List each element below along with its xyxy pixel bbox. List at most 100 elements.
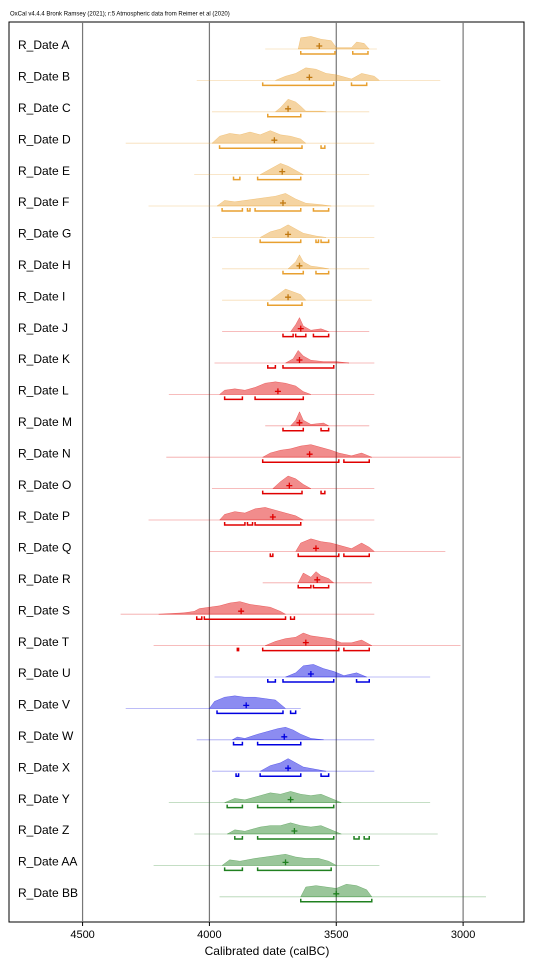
row-label: R_Date F [18,195,69,209]
mean-marker [286,482,293,489]
hpd-range [223,396,244,401]
hpd-range [297,553,340,558]
hpd-range [353,836,360,840]
hpd-range [267,113,302,118]
hpd-range [343,553,370,558]
probability-density [274,98,327,113]
hpd-range [256,867,332,872]
mean-marker [296,357,303,363]
probability-density [272,475,312,489]
hpd-range [315,270,330,275]
hpd-range [320,773,330,777]
mean-marker [285,105,292,112]
hpd-range [267,365,277,369]
mean-marker [307,671,314,677]
hpd-range [289,710,297,715]
hpd-range [226,804,244,809]
probability-density [221,853,337,866]
x-tick-label: 4500 [70,929,94,941]
row-label: R_Date A [18,38,69,52]
hpd-range [267,302,303,306]
hpd-range [363,836,370,840]
hpd-range [297,584,312,589]
probability-density [285,349,350,364]
hpd-range [254,522,302,526]
mean-marker [285,231,292,238]
hpd-range [320,427,330,432]
probability-density [218,381,311,395]
row-label: R_Date AA [18,855,77,869]
hpd-range [259,773,302,777]
row-label: R_Date S [18,603,70,617]
mean-marker [281,733,288,740]
hpd-range [299,898,373,903]
hpd-range [282,679,335,683]
hpd-range [235,773,240,777]
mean-marker [306,451,313,458]
mean-marker [243,702,250,709]
probability-density [216,193,332,207]
row-label: R_Date R [18,572,71,586]
mean-marker [271,137,278,144]
hpd-range [352,51,369,55]
row-label: R_Date BB [18,886,78,900]
x-tick-label: 4000 [197,929,221,941]
hpd-range [267,679,277,683]
probability-density [297,36,370,50]
row-label: R_Date E [18,164,70,178]
hpd-range [261,82,335,87]
mean-marker [287,796,294,803]
probability-density [287,254,329,270]
chart-title: OxCal v4.4.4 Bronk Ramsey (2021); r:5 At… [10,12,230,18]
hpd-range [261,490,303,495]
hpd-range [289,616,296,620]
hpd-range [259,239,302,244]
probability-density [259,758,327,772]
mean-marker [269,514,276,520]
mean-marker [285,294,292,301]
row-label: R_Date D [18,132,71,146]
hpd-range [355,679,370,683]
hpd-range [223,522,246,526]
hpd-range [195,616,203,620]
hpd-range [312,208,330,212]
probability-density [262,444,372,458]
mean-marker [285,765,292,772]
hpd-range [221,208,244,212]
x-tick-label: 3500 [324,929,348,941]
row-label: R_Date J [18,321,68,335]
hpd-range [232,176,241,181]
row-label: R_Date C [18,101,71,115]
hpd-range [282,427,305,432]
hpd-range [312,333,330,338]
mean-marker [279,168,286,175]
hpd-range [246,208,251,212]
row-label: R_Date T [18,635,70,649]
probability-density [208,695,287,709]
row-label: R_Date H [18,258,71,272]
row-label: R_Date I [18,289,65,303]
probability-density [295,538,375,552]
hpd-range [234,836,244,840]
hpd-range [320,239,330,244]
hpd-range [312,584,330,589]
mean-marker [238,608,245,615]
probability-density [290,411,329,427]
hpd-range [282,270,305,275]
probability-density [259,224,327,238]
hpd-range [254,396,305,401]
probability-density [265,632,372,646]
mean-marker [282,859,289,866]
hpd-range [343,459,370,463]
hpd-range [254,208,302,212]
x-axis-label: Calibrated date (calBC) [205,944,330,958]
hpd-range [261,647,340,652]
probability-density [285,664,367,678]
hpd-range [203,616,287,620]
hpd-range [269,553,274,558]
hpd-range [320,490,326,495]
row-label: R_Date L [18,384,69,398]
mean-marker [274,388,281,395]
mean-marker [297,325,304,332]
